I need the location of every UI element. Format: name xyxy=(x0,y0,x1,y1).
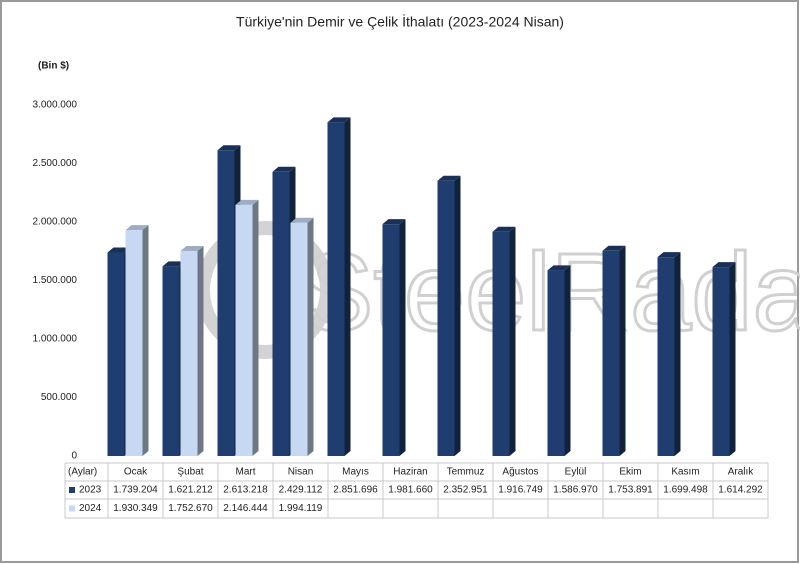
data-label: 1.614.292 xyxy=(718,485,763,496)
x-tick-label: Nisan xyxy=(288,467,314,478)
bar-side xyxy=(729,262,736,456)
data-label: 1.994.119 xyxy=(279,503,323,514)
x-tick-label: Mayıs xyxy=(342,467,369,478)
y-tick-label: 3.000.000 xyxy=(33,100,78,111)
x-tick-label: Şubat xyxy=(177,467,203,478)
bar-top xyxy=(107,247,131,253)
bar-top xyxy=(327,117,351,123)
bar-front xyxy=(180,250,198,456)
bar-front xyxy=(382,224,400,456)
x-tick-label: Ağustos xyxy=(502,467,538,478)
y-tick-label: 2.500.000 xyxy=(33,158,78,169)
y-tick-label: 1.500.000 xyxy=(33,275,78,286)
bar-front xyxy=(547,270,565,456)
bar-front xyxy=(290,222,308,456)
bar-top xyxy=(437,175,461,181)
bar xyxy=(290,217,314,456)
x-axis-label: (Aylar) xyxy=(68,467,97,478)
x-tick-label: Haziran xyxy=(393,467,427,478)
bar-top xyxy=(712,262,736,268)
bar-top xyxy=(492,226,516,232)
bar-top xyxy=(180,245,204,251)
data-label: 2.613.218 xyxy=(223,485,268,496)
chart-title: Türkiye'nin Demir ve Çelik İthalatı (202… xyxy=(236,13,564,30)
bar-top xyxy=(602,245,626,251)
x-tick-label: Aralık xyxy=(728,467,755,478)
bar-side xyxy=(674,252,681,456)
bar-side xyxy=(509,226,516,456)
x-tick-label: Ekim xyxy=(619,467,641,478)
bar-top xyxy=(272,166,296,172)
bar-top xyxy=(235,199,259,205)
legend-label: 2023 xyxy=(79,485,102,496)
bar-front xyxy=(107,252,125,456)
x-tick-label: Temmuz xyxy=(447,467,485,478)
data-label: 1.739.204 xyxy=(113,485,158,496)
x-tick-label: Mart xyxy=(236,467,256,478)
bar-side xyxy=(197,245,204,456)
bar-side xyxy=(454,175,461,457)
data-label: 1.981.660 xyxy=(388,485,433,496)
bar-front xyxy=(602,250,620,456)
bar-side xyxy=(142,225,149,456)
bar xyxy=(235,199,259,456)
data-label: 1.753.891 xyxy=(608,485,653,496)
bar-front xyxy=(162,266,180,456)
bar-front xyxy=(492,231,510,456)
bar xyxy=(492,226,516,456)
bar-front xyxy=(272,171,290,457)
bar xyxy=(382,219,406,456)
bar-front xyxy=(437,180,455,457)
bar-side xyxy=(619,245,626,456)
bar-top xyxy=(382,219,406,225)
bar xyxy=(547,265,571,456)
data-label: 2.429.112 xyxy=(279,485,323,496)
bar-side xyxy=(252,199,259,456)
bar-top xyxy=(162,261,186,267)
bar-side xyxy=(399,219,406,456)
y-axis-label: (Bin $) xyxy=(38,61,69,72)
bar xyxy=(602,245,626,456)
legend-swatch xyxy=(69,487,75,493)
y-tick-label: 1.000.000 xyxy=(33,334,78,345)
data-label: 1.586.970 xyxy=(553,485,598,496)
x-tick-label: Ocak xyxy=(124,467,148,478)
y-tick-label: 0 xyxy=(71,451,77,462)
bar-front xyxy=(235,204,253,456)
y-tick-label: 2.000.000 xyxy=(33,217,78,228)
bar-front xyxy=(217,150,235,457)
bar-top xyxy=(125,225,149,231)
y-tick-label: 500.000 xyxy=(41,392,78,403)
x-tick-label: Eylül xyxy=(565,467,587,478)
data-label: 1.930.349 xyxy=(113,503,158,514)
data-label: 1.916.749 xyxy=(498,485,543,496)
bar-side xyxy=(307,217,314,456)
bar-side xyxy=(564,265,571,456)
data-label: 2.146.444 xyxy=(223,503,268,514)
bar-front xyxy=(125,230,143,456)
bar xyxy=(712,262,736,456)
bar xyxy=(327,117,351,457)
bar-front xyxy=(657,257,675,456)
bar-top xyxy=(290,217,314,223)
legend-label: 2024 xyxy=(79,503,102,514)
bar xyxy=(180,245,204,456)
bar-top xyxy=(657,252,681,258)
x-tick-label: Kasım xyxy=(671,467,699,478)
bar xyxy=(657,252,681,456)
bar xyxy=(125,225,149,456)
bar-side xyxy=(344,117,351,457)
bar xyxy=(437,175,461,457)
bar-top xyxy=(547,265,571,271)
data-label: 2.352.951 xyxy=(443,485,488,496)
data-label: 2.851.696 xyxy=(333,485,378,496)
data-label: 1.621.212 xyxy=(168,485,213,496)
bar-front xyxy=(327,122,345,457)
data-label: 1.752.670 xyxy=(168,503,213,514)
bar-top xyxy=(217,145,241,151)
bar-front xyxy=(712,267,730,456)
legend-swatch xyxy=(69,505,75,512)
data-label: 1.699.498 xyxy=(663,485,708,496)
